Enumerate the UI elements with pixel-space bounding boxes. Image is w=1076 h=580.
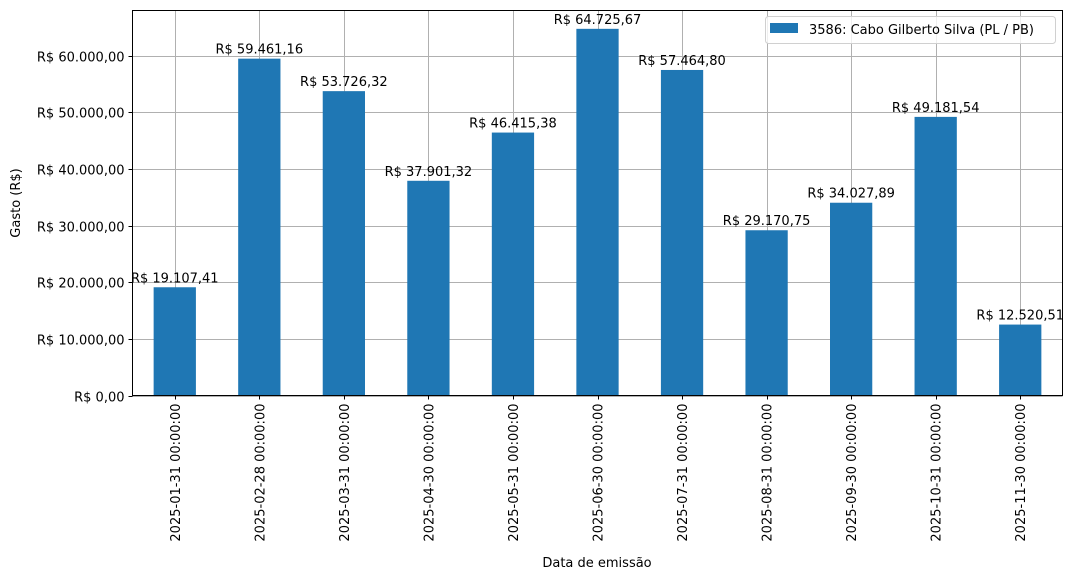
bar-value-label: R$ 19.107,41	[131, 271, 219, 286]
bar-value-label: R$ 49.181,54	[892, 101, 980, 116]
legend-box	[765, 16, 1056, 44]
bar	[745, 230, 788, 396]
bar-value-label: R$ 53.726,32	[300, 75, 388, 90]
x-tick-label: 2025-11-30 00:00:00	[1014, 404, 1029, 542]
x-tick-label: 2025-08-31 00:00:00	[761, 404, 776, 542]
y-axis-ticks: R$ 0,00 R$ 10.000,00 R$ 20.000,00 R$ 30.000…	[37, 51, 133, 406]
bar	[576, 28, 619, 396]
bar	[407, 180, 450, 396]
bar	[491, 132, 535, 396]
x-tick-label: 2025-10-31 00:00:00	[930, 404, 945, 542]
y-tick-label: R$ 10.000,00	[37, 334, 125, 349]
bar	[153, 287, 196, 396]
plot-frame	[132, 10, 1063, 396]
x-axis-ticks: 2025-01-31 00:00:00 2025-02-28 00:00:00 20…	[169, 395, 1029, 542]
legend-swatch	[770, 23, 798, 33]
x-tick-label: 2025-05-31 00:00:00	[507, 404, 522, 542]
y-tick-label: R$ 20.000,00	[37, 277, 125, 292]
bar	[660, 69, 704, 396]
x-tick-label: 2025-09-30 00:00:00	[845, 404, 860, 542]
bar-value-label: R$ 12.520,51	[976, 309, 1064, 324]
bar-value-label: R$ 57.464,80	[638, 54, 726, 69]
y-tick-label: R$ 60.000,00	[37, 51, 125, 66]
x-tick-label: 2025-06-30 00:00:00	[592, 404, 607, 542]
bars	[153, 28, 1042, 396]
bar-value-label: R$ 59.461,16	[216, 43, 304, 58]
x-tick-label: 2025-03-31 00:00:00	[338, 404, 353, 542]
bar-value-label: R$ 46.415,38	[469, 117, 557, 132]
x-tick-label: 2025-07-31 00:00:00	[676, 404, 691, 542]
bar	[999, 324, 1042, 396]
y-axis-label: Gasto (R$)	[9, 168, 24, 237]
bar-value-label: R$ 34.027,89	[807, 187, 895, 202]
x-tick-label: 2025-04-30 00:00:00	[422, 403, 437, 541]
y-tick-label: R$ 40.000,00	[37, 164, 125, 179]
x-axis-label: Data de emissão	[542, 556, 651, 571]
bar	[830, 202, 873, 396]
bar	[914, 116, 957, 396]
y-tick-label: R$ 50.000,00	[37, 107, 125, 122]
bar-value-label: R$ 29.170,75	[723, 214, 811, 229]
x-tick-label: 2025-02-28 00:00:00	[253, 404, 268, 542]
bar-value-label: R$ 64.725,67	[554, 13, 642, 28]
y-tick-label: R$ 30.000,00	[37, 221, 125, 236]
bar-value-label: R$ 37.901,32	[385, 165, 473, 180]
bar	[238, 58, 281, 396]
x-tick-label: 2025-01-31 00:00:00	[169, 404, 184, 542]
legend-label: 3586: Cabo Gilberto Silva (PL / PB)	[809, 23, 1034, 38]
bar-value-labels: R$ 19.107,41 R$ 59.461,16 R$ 53.726,32 R$ 3…	[131, 13, 1064, 324]
legend: 3586: Cabo Gilberto Silva (PL / PB)	[765, 16, 1056, 44]
y-tick-label: R$ 0,00	[74, 391, 124, 406]
bar	[322, 91, 365, 396]
